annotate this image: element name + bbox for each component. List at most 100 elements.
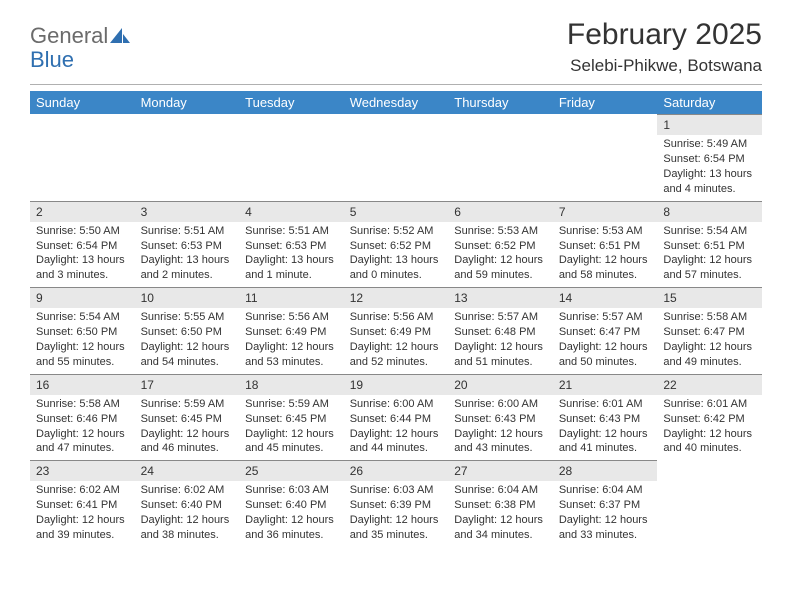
calendar-cell <box>135 114 240 201</box>
sunset-line: Sunset: 6:40 PM <box>141 498 234 513</box>
day-number: 19 <box>344 374 449 395</box>
sunrise-line: Sunrise: 5:50 AM <box>36 224 129 239</box>
day-number: 8 <box>657 201 762 222</box>
day-number: 10 <box>135 287 240 308</box>
divider <box>30 84 762 85</box>
sunrise-line: Sunrise: 5:51 AM <box>141 224 234 239</box>
calendar-cell: 24Sunrise: 6:02 AMSunset: 6:40 PMDayligh… <box>135 460 240 547</box>
calendar-cell: 11Sunrise: 5:56 AMSunset: 6:49 PMDayligh… <box>239 287 344 374</box>
day-number: 27 <box>448 460 553 481</box>
day-body: Sunrise: 5:59 AMSunset: 6:45 PMDaylight:… <box>239 395 344 460</box>
sunset-line: Sunset: 6:47 PM <box>559 325 652 340</box>
day-body: Sunrise: 5:49 AMSunset: 6:54 PMDaylight:… <box>657 135 762 200</box>
day-body: Sunrise: 6:00 AMSunset: 6:44 PMDaylight:… <box>344 395 449 460</box>
day-body: Sunrise: 5:53 AMSunset: 6:52 PMDaylight:… <box>448 222 553 287</box>
calendar-cell: 1Sunrise: 5:49 AMSunset: 6:54 PMDaylight… <box>657 114 762 201</box>
day-body: Sunrise: 6:03 AMSunset: 6:39 PMDaylight:… <box>344 481 449 546</box>
calendar-cell: 16Sunrise: 5:58 AMSunset: 6:46 PMDayligh… <box>30 374 135 461</box>
daylight-line: Daylight: 12 hours and 51 minutes. <box>454 340 547 370</box>
sunset-line: Sunset: 6:54 PM <box>36 239 129 254</box>
sunset-line: Sunset: 6:50 PM <box>141 325 234 340</box>
day-header-row: Sunday Monday Tuesday Wednesday Thursday… <box>30 91 762 114</box>
day-number: 13 <box>448 287 553 308</box>
sunrise-line: Sunrise: 6:00 AM <box>350 397 443 412</box>
day-header: Sunday <box>30 91 135 114</box>
daylight-line: Daylight: 12 hours and 39 minutes. <box>36 513 129 543</box>
day-body: Sunrise: 5:51 AMSunset: 6:53 PMDaylight:… <box>239 222 344 287</box>
calendar-cell: 8Sunrise: 5:54 AMSunset: 6:51 PMDaylight… <box>657 201 762 288</box>
calendar-cell <box>657 460 762 547</box>
daylight-line: Daylight: 12 hours and 49 minutes. <box>663 340 756 370</box>
calendar-week-row: 1Sunrise: 5:49 AMSunset: 6:54 PMDaylight… <box>30 114 762 201</box>
calendar-cell <box>448 114 553 201</box>
sunrise-line: Sunrise: 6:03 AM <box>350 483 443 498</box>
calendar-cell: 14Sunrise: 5:57 AMSunset: 6:47 PMDayligh… <box>553 287 658 374</box>
daylight-line: Daylight: 12 hours and 43 minutes. <box>454 427 547 457</box>
day-body: Sunrise: 6:01 AMSunset: 6:43 PMDaylight:… <box>553 395 658 460</box>
daylight-line: Daylight: 12 hours and 52 minutes. <box>350 340 443 370</box>
daylight-line: Daylight: 13 hours and 3 minutes. <box>36 253 129 283</box>
day-body: Sunrise: 5:57 AMSunset: 6:47 PMDaylight:… <box>553 308 658 373</box>
calendar-cell: 4Sunrise: 5:51 AMSunset: 6:53 PMDaylight… <box>239 201 344 288</box>
sunset-line: Sunset: 6:53 PM <box>245 239 338 254</box>
sunset-line: Sunset: 6:49 PM <box>350 325 443 340</box>
sunrise-line: Sunrise: 5:56 AM <box>350 310 443 325</box>
sunrise-line: Sunrise: 6:04 AM <box>454 483 547 498</box>
logo-word-1: General <box>30 23 108 48</box>
location: Selebi-Phikwe, Botswana <box>567 56 762 76</box>
day-number: 24 <box>135 460 240 481</box>
daylight-line: Daylight: 12 hours and 34 minutes. <box>454 513 547 543</box>
calendar-cell: 25Sunrise: 6:03 AMSunset: 6:40 PMDayligh… <box>239 460 344 547</box>
sunrise-line: Sunrise: 5:57 AM <box>454 310 547 325</box>
sunrise-line: Sunrise: 5:54 AM <box>663 224 756 239</box>
daylight-line: Daylight: 12 hours and 46 minutes. <box>141 427 234 457</box>
calendar-cell: 18Sunrise: 5:59 AMSunset: 6:45 PMDayligh… <box>239 374 344 461</box>
sunrise-line: Sunrise: 5:53 AM <box>559 224 652 239</box>
day-body: Sunrise: 6:03 AMSunset: 6:40 PMDaylight:… <box>239 481 344 546</box>
calendar-week-row: 16Sunrise: 5:58 AMSunset: 6:46 PMDayligh… <box>30 374 762 461</box>
day-number: 1 <box>657 114 762 135</box>
calendar-cell <box>553 114 658 201</box>
calendar: Sunday Monday Tuesday Wednesday Thursday… <box>30 91 762 547</box>
calendar-cell: 15Sunrise: 5:58 AMSunset: 6:47 PMDayligh… <box>657 287 762 374</box>
logo-sail-icon <box>110 27 130 48</box>
day-body: Sunrise: 5:58 AMSunset: 6:47 PMDaylight:… <box>657 308 762 373</box>
sunrise-line: Sunrise: 6:01 AM <box>559 397 652 412</box>
calendar-week-row: 2Sunrise: 5:50 AMSunset: 6:54 PMDaylight… <box>30 201 762 288</box>
day-body: Sunrise: 6:04 AMSunset: 6:37 PMDaylight:… <box>553 481 658 546</box>
daylight-line: Daylight: 12 hours and 33 minutes. <box>559 513 652 543</box>
day-number: 11 <box>239 287 344 308</box>
sunset-line: Sunset: 6:45 PM <box>141 412 234 427</box>
sunset-line: Sunset: 6:37 PM <box>559 498 652 513</box>
day-body: Sunrise: 5:59 AMSunset: 6:45 PMDaylight:… <box>135 395 240 460</box>
daylight-line: Daylight: 12 hours and 55 minutes. <box>36 340 129 370</box>
sunrise-line: Sunrise: 5:53 AM <box>454 224 547 239</box>
day-number: 12 <box>344 287 449 308</box>
day-header: Tuesday <box>239 91 344 114</box>
sunrise-line: Sunrise: 5:54 AM <box>36 310 129 325</box>
daylight-line: Daylight: 12 hours and 47 minutes. <box>36 427 129 457</box>
sunrise-line: Sunrise: 5:59 AM <box>141 397 234 412</box>
day-body: Sunrise: 5:56 AMSunset: 6:49 PMDaylight:… <box>239 308 344 373</box>
calendar-cell: 2Sunrise: 5:50 AMSunset: 6:54 PMDaylight… <box>30 201 135 288</box>
calendar-cell: 5Sunrise: 5:52 AMSunset: 6:52 PMDaylight… <box>344 201 449 288</box>
sunset-line: Sunset: 6:49 PM <box>245 325 338 340</box>
day-number: 28 <box>553 460 658 481</box>
day-number: 14 <box>553 287 658 308</box>
day-header: Thursday <box>448 91 553 114</box>
sunrise-line: Sunrise: 5:55 AM <box>141 310 234 325</box>
daylight-line: Daylight: 12 hours and 59 minutes. <box>454 253 547 283</box>
day-body: Sunrise: 5:58 AMSunset: 6:46 PMDaylight:… <box>30 395 135 460</box>
day-number: 3 <box>135 201 240 222</box>
day-body: Sunrise: 6:02 AMSunset: 6:40 PMDaylight:… <box>135 481 240 546</box>
header: General Blue February 2025 Selebi-Phikwe… <box>30 18 762 76</box>
day-body: Sunrise: 6:02 AMSunset: 6:41 PMDaylight:… <box>30 481 135 546</box>
sunrise-line: Sunrise: 5:58 AM <box>36 397 129 412</box>
day-header: Friday <box>553 91 658 114</box>
daylight-line: Daylight: 12 hours and 44 minutes. <box>350 427 443 457</box>
sunset-line: Sunset: 6:45 PM <box>245 412 338 427</box>
day-number: 25 <box>239 460 344 481</box>
day-body: Sunrise: 5:50 AMSunset: 6:54 PMDaylight:… <box>30 222 135 287</box>
sunset-line: Sunset: 6:53 PM <box>141 239 234 254</box>
daylight-line: Daylight: 12 hours and 41 minutes. <box>559 427 652 457</box>
